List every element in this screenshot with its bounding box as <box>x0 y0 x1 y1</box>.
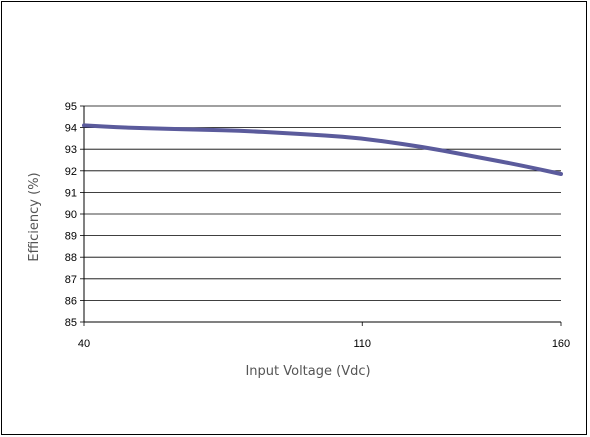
axes <box>80 105 562 326</box>
y-tick-label-89: 89 <box>65 231 77 243</box>
y-tick-label-87: 87 <box>65 274 77 286</box>
x-tick-label-110: 110 <box>353 338 371 350</box>
y-tick-label-92: 92 <box>65 166 77 178</box>
series-line-0 <box>82 123 563 176</box>
x-axis-title: Input Voltage (Vdc) <box>245 364 370 379</box>
x-tick-labels: 40 110 160 <box>78 338 570 350</box>
y-tick-label-88: 88 <box>65 252 77 264</box>
grid-lines <box>84 105 561 323</box>
x-tick-label-40: 40 <box>78 338 90 350</box>
x-tick-label-160: 160 <box>552 338 570 350</box>
y-tick-label-86: 86 <box>65 295 77 307</box>
y-axis-title: Efficiency (%) <box>27 172 42 261</box>
series-lines <box>82 123 563 176</box>
y-tick-label-90: 90 <box>65 209 77 221</box>
y-tick-label-91: 91 <box>65 187 77 199</box>
y-tick-labels: 85 86 87 88 89 90 91 92 93 94 95 <box>65 101 77 329</box>
y-tick-label-94: 94 <box>65 123 77 135</box>
y-tick-label-85: 85 <box>65 317 77 329</box>
y-tick-label-93: 93 <box>65 144 77 156</box>
y-tick-label-95: 95 <box>65 101 77 113</box>
